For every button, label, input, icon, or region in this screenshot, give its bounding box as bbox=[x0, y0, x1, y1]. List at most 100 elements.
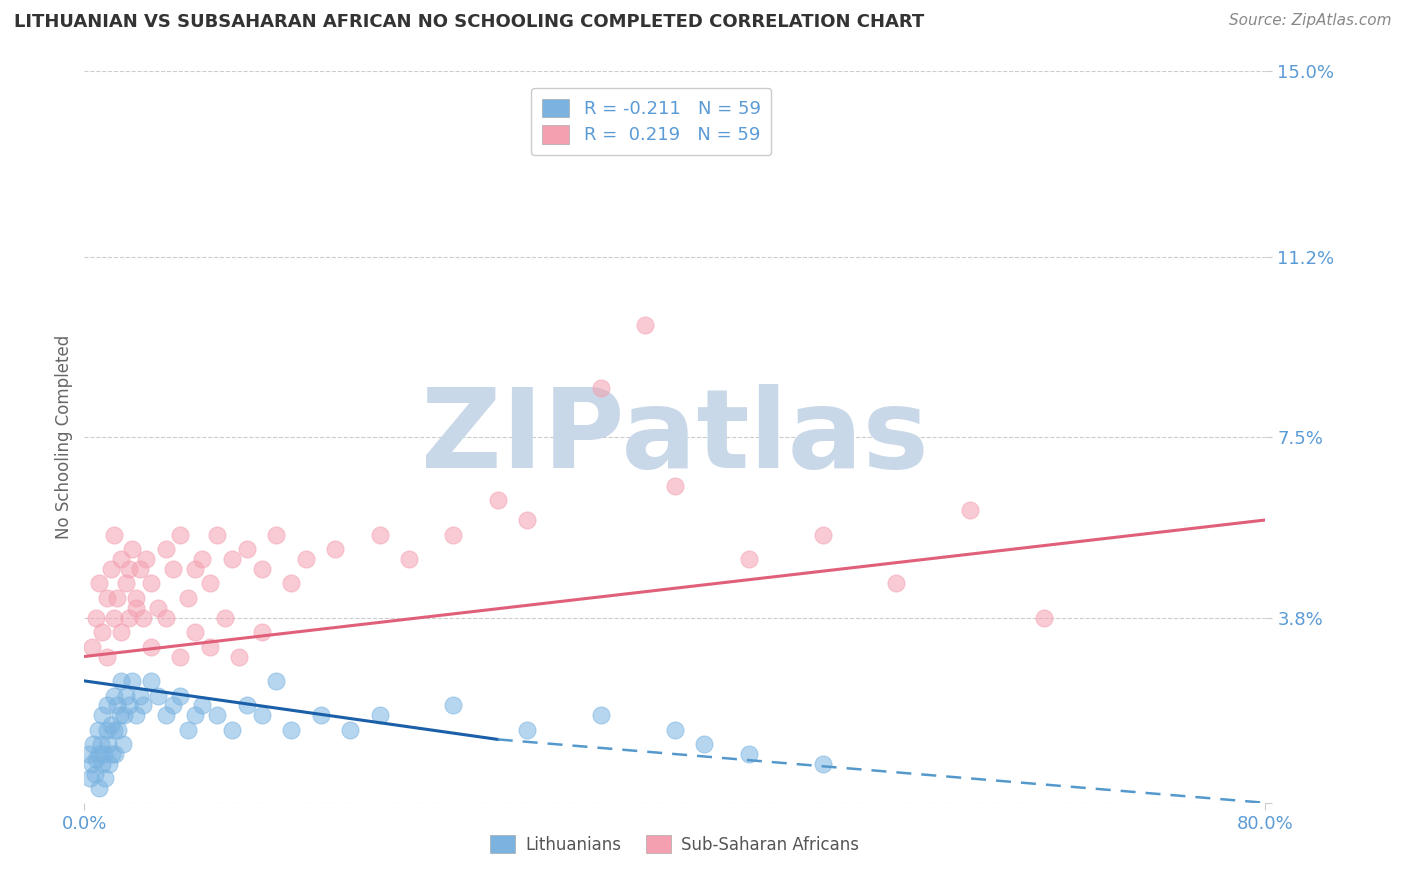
Point bbox=[148, 600, 170, 615]
Point bbox=[280, 576, 302, 591]
Point bbox=[103, 723, 125, 737]
Point bbox=[228, 649, 250, 664]
Point bbox=[155, 708, 177, 723]
Point bbox=[184, 562, 207, 576]
Point bbox=[91, 625, 114, 640]
Point bbox=[105, 698, 128, 713]
Point bbox=[139, 673, 162, 688]
Point bbox=[118, 698, 141, 713]
Legend: Lithuanians, Sub-Saharan Africans: Lithuanians, Sub-Saharan Africans bbox=[484, 829, 866, 860]
Point bbox=[121, 542, 143, 557]
Point bbox=[125, 600, 148, 615]
Point bbox=[295, 552, 318, 566]
Point bbox=[738, 552, 761, 566]
Point bbox=[80, 640, 103, 654]
Point bbox=[87, 747, 111, 761]
Point bbox=[250, 708, 273, 723]
Point bbox=[96, 723, 118, 737]
Point bbox=[86, 723, 108, 737]
Point bbox=[155, 542, 177, 557]
Point bbox=[221, 723, 243, 737]
Point bbox=[516, 723, 538, 737]
Point bbox=[191, 552, 214, 566]
Point bbox=[811, 756, 834, 771]
Point bbox=[129, 689, 152, 703]
Point bbox=[114, 689, 136, 703]
Point bbox=[80, 756, 103, 771]
Point bbox=[148, 689, 170, 703]
Point bbox=[132, 698, 155, 713]
Point bbox=[221, 552, 243, 566]
Point bbox=[325, 542, 347, 557]
Point bbox=[169, 649, 191, 664]
Point bbox=[103, 610, 125, 624]
Point bbox=[443, 698, 465, 713]
Point bbox=[110, 552, 132, 566]
Point bbox=[207, 527, 229, 541]
Point bbox=[309, 708, 332, 723]
Point bbox=[236, 698, 259, 713]
Point bbox=[664, 723, 686, 737]
Point bbox=[811, 527, 834, 541]
Point bbox=[77, 747, 100, 761]
Point bbox=[98, 756, 121, 771]
Point bbox=[91, 756, 114, 771]
Point bbox=[486, 493, 509, 508]
Point bbox=[111, 737, 134, 751]
Point bbox=[169, 527, 191, 541]
Point bbox=[236, 542, 259, 557]
Point bbox=[135, 552, 157, 566]
Text: ZIPatlas: ZIPatlas bbox=[420, 384, 929, 491]
Point bbox=[368, 708, 391, 723]
Point bbox=[398, 552, 420, 566]
Point bbox=[169, 689, 191, 703]
Point bbox=[693, 737, 716, 751]
Point bbox=[79, 772, 101, 786]
Point bbox=[132, 610, 155, 624]
Point bbox=[90, 737, 112, 751]
Point bbox=[96, 591, 118, 605]
Point bbox=[162, 698, 184, 713]
Point bbox=[82, 737, 104, 751]
Point bbox=[84, 610, 107, 624]
Point bbox=[118, 610, 141, 624]
Point bbox=[121, 673, 143, 688]
Point bbox=[129, 562, 152, 576]
Point bbox=[280, 723, 302, 737]
Point bbox=[125, 591, 148, 605]
Point bbox=[177, 723, 200, 737]
Point bbox=[87, 781, 111, 796]
Point bbox=[339, 723, 361, 737]
Point bbox=[738, 747, 761, 761]
Point bbox=[198, 576, 221, 591]
Point bbox=[207, 708, 229, 723]
Point bbox=[87, 576, 111, 591]
Point bbox=[103, 527, 125, 541]
Point bbox=[155, 610, 177, 624]
Point bbox=[591, 708, 613, 723]
Point bbox=[959, 503, 981, 517]
Point bbox=[105, 591, 128, 605]
Point bbox=[266, 673, 288, 688]
Point bbox=[191, 698, 214, 713]
Point bbox=[198, 640, 221, 654]
Point bbox=[1033, 610, 1056, 624]
Point bbox=[184, 708, 207, 723]
Point bbox=[139, 576, 162, 591]
Text: LITHUANIAN VS SUBSAHARAN AFRICAN NO SCHOOLING COMPLETED CORRELATION CHART: LITHUANIAN VS SUBSAHARAN AFRICAN NO SCHO… bbox=[14, 13, 924, 31]
Point bbox=[443, 527, 465, 541]
Point bbox=[101, 747, 124, 761]
Point bbox=[634, 318, 657, 332]
Point bbox=[83, 766, 105, 780]
Point bbox=[93, 747, 115, 761]
Point bbox=[516, 513, 538, 527]
Point bbox=[162, 562, 184, 576]
Point bbox=[886, 576, 908, 591]
Point bbox=[214, 610, 236, 624]
Point bbox=[114, 576, 136, 591]
Point bbox=[96, 698, 118, 713]
Point bbox=[112, 708, 135, 723]
Point bbox=[139, 640, 162, 654]
Text: Source: ZipAtlas.com: Source: ZipAtlas.com bbox=[1229, 13, 1392, 29]
Point bbox=[110, 625, 132, 640]
